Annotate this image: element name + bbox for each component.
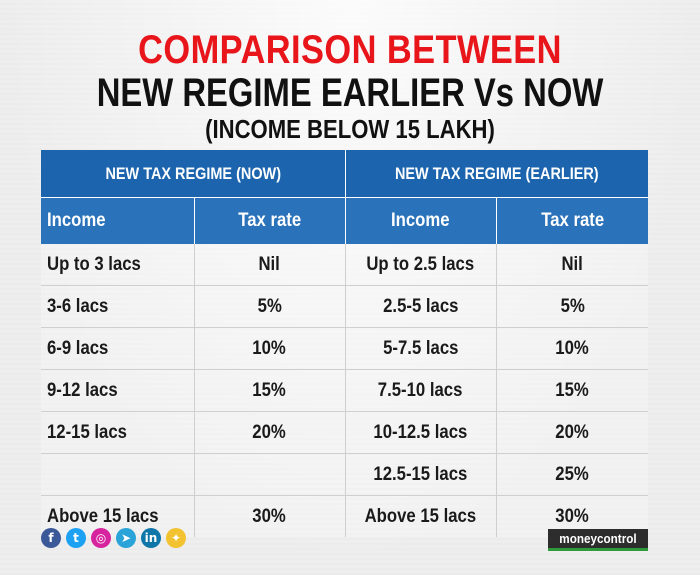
twitter-icon[interactable]: t xyxy=(66,528,86,548)
instagram-icon[interactable]: ◎ xyxy=(91,528,111,548)
telegram-icon[interactable]: ➤ xyxy=(116,528,136,548)
cell-income-earlier: 12.5-15 lacs xyxy=(345,453,497,496)
cell-rate-earlier: 15% xyxy=(496,369,649,412)
cell-income-now xyxy=(41,453,195,496)
linkedin-icon[interactable]: in xyxy=(141,528,161,548)
cell-rate-earlier: 5% xyxy=(496,285,649,328)
cell-rate-earlier: Nil xyxy=(496,244,649,286)
cell-rate-now: 20% xyxy=(194,411,346,454)
cell-rate-now: 5% xyxy=(194,285,346,328)
cell-income-earlier: 7.5-10 lacs xyxy=(345,369,497,412)
cell-income-earlier: Above 15 lacs xyxy=(345,495,497,537)
cell-income-now: 3-6 lacs xyxy=(41,285,195,328)
cell-rate-now: 30% xyxy=(194,495,346,537)
title-line-2: NEW REGIME EARLIER Vs NOW xyxy=(96,71,604,115)
cell-rate-earlier: 25% xyxy=(496,453,649,496)
cell-income-earlier: 5-7.5 lacs xyxy=(345,327,497,370)
column-header-income-now: Income xyxy=(41,197,195,244)
koo-icon[interactable]: ✦ xyxy=(166,528,186,548)
column-header-taxrate-now: Tax rate xyxy=(194,197,346,244)
facebook-icon[interactable]: f xyxy=(41,528,61,548)
cell-rate-earlier: 10% xyxy=(496,327,649,370)
cell-income-earlier: 2.5-5 lacs xyxy=(345,285,497,328)
tax-comparison-table: NEW TAX REGIME (NOW) NEW TAX REGIME (EAR… xyxy=(41,150,649,537)
table-row: 12-15 lacs 20% 10-12.5 lacs 20% xyxy=(41,411,649,454)
moneycontrol-logo: moneycontrol xyxy=(548,529,648,551)
cell-income-now: Up to 3 lacs xyxy=(41,244,195,286)
table-row: Up to 3 lacs Nil Up to 2.5 lacs Nil xyxy=(41,244,649,286)
cell-income-now: 6-9 lacs xyxy=(41,327,195,370)
title-line-1: COMPARISON BETWEEN xyxy=(138,28,562,72)
table-row: 6-9 lacs 10% 5-7.5 lacs 10% xyxy=(41,327,649,370)
cell-rate-now: 15% xyxy=(194,369,346,412)
table-row: 12.5-15 lacs 25% xyxy=(41,453,649,496)
cell-rate-earlier: 20% xyxy=(496,411,649,454)
cell-rate-now xyxy=(194,453,346,496)
table-row: 9-12 lacs 15% 7.5-10 lacs 15% xyxy=(41,369,649,412)
group-header-earlier: NEW TAX REGIME (EARLIER) xyxy=(345,150,649,198)
group-header-now: NEW TAX REGIME (NOW) xyxy=(41,150,346,198)
group-header-row: NEW TAX REGIME (NOW) NEW TAX REGIME (EAR… xyxy=(41,150,649,198)
social-icons: f t ◎ ➤ in ✦ xyxy=(41,528,186,548)
column-header-taxrate-earlier: Tax rate xyxy=(496,197,649,244)
title-line-3: (INCOME BELOW 15 LAKH) xyxy=(205,114,495,144)
cell-income-now: 9-12 lacs xyxy=(41,369,195,412)
column-header-row: Income Tax rate Income Tax rate xyxy=(41,197,649,244)
column-header-income-earlier: Income xyxy=(345,197,497,244)
cell-rate-now: Nil xyxy=(194,244,346,286)
cell-rate-now: 10% xyxy=(194,327,346,370)
cell-income-earlier: Up to 2.5 lacs xyxy=(345,244,497,286)
table-row: 3-6 lacs 5% 2.5-5 lacs 5% xyxy=(41,285,649,328)
cell-income-earlier: 10-12.5 lacs xyxy=(345,411,497,454)
cell-income-now: 12-15 lacs xyxy=(41,411,195,454)
